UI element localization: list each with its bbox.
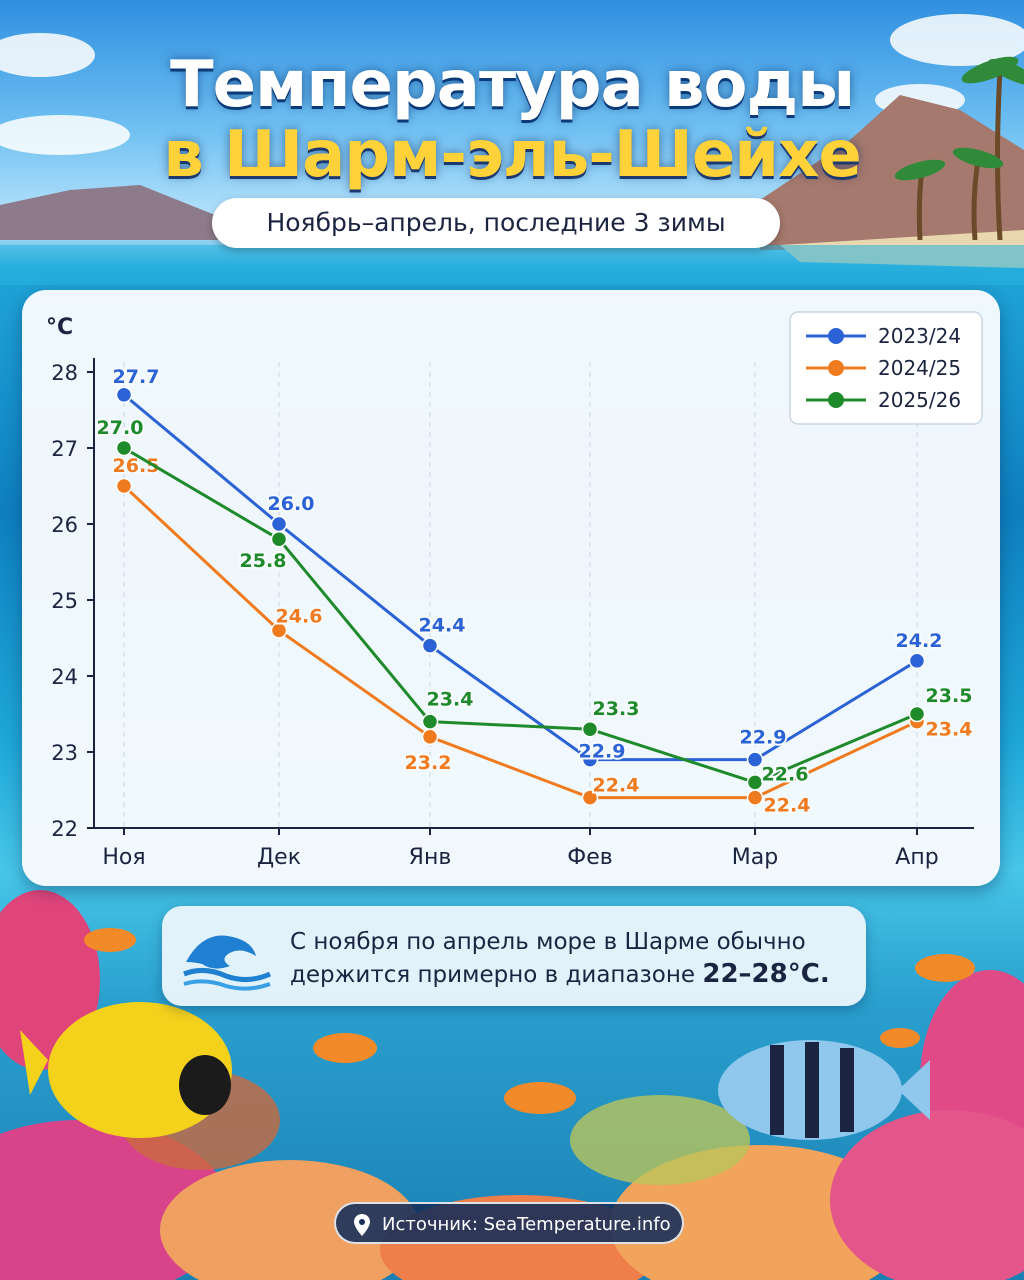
fish-orange	[84, 928, 975, 1114]
fish-striped	[718, 1040, 930, 1140]
data-label: 22.9	[579, 741, 626, 763]
sea-surface	[0, 245, 1024, 285]
series-2023/24: 27.7 26.0 24.4 22.9 22.9 24.2	[111, 364, 944, 768]
x-tick-label: Мар	[732, 845, 778, 870]
data-point	[746, 774, 764, 791]
series-line	[122, 484, 918, 800]
legend-label: 2025/26	[878, 388, 961, 412]
chart-series: 27.726.024.422.922.924.226.524.623.222.4…	[95, 364, 975, 819]
data-label: 24.4	[419, 615, 466, 637]
y-tick-label: 27	[51, 437, 78, 461]
subtitle-badge: Ноябрь–апрель, последние 3 зимы	[212, 198, 780, 248]
x-tick-label: Дек	[257, 845, 301, 870]
location-pin-icon	[354, 1214, 370, 1236]
legend-label: 2023/24	[878, 324, 961, 348]
data-point	[908, 705, 926, 723]
y-tick-label: 25	[51, 589, 78, 613]
y-tick-label: 26	[51, 513, 78, 537]
left-mountains	[0, 185, 240, 240]
data-label: 25.8	[240, 550, 287, 572]
page-title-line1: Температура воды	[169, 48, 855, 122]
data-label: 23.2	[405, 752, 452, 774]
data-point	[746, 789, 764, 806]
data-label: 26.0	[268, 493, 315, 515]
data-label: 22.4	[764, 795, 811, 817]
info-callout: С ноября по апрель море в Шарме обычно д…	[162, 906, 866, 1006]
y-tick-label: 23	[51, 741, 78, 765]
data-label: 24.6	[276, 605, 323, 627]
data-point	[746, 751, 764, 768]
chart-grid	[123, 362, 918, 828]
source-text: Источник: SeaTemperature.info	[382, 1214, 671, 1235]
data-point	[581, 720, 599, 738]
legend-marker	[828, 392, 844, 408]
data-point	[270, 530, 288, 548]
data-point	[421, 713, 439, 730]
chart-panel: °C 22 23 24 25 26 27 28 Ноя Дек Янв Фев Мар Апр 27.7 2…	[22, 290, 1000, 886]
data-label: 23.4	[926, 719, 973, 741]
coral-reef	[0, 890, 1024, 1280]
data-point	[115, 386, 133, 404]
callout-range: 22–28°C.	[702, 959, 830, 989]
data-label: 24.2	[896, 630, 943, 652]
data-point	[581, 751, 599, 768]
callout-line1: С ноября по апрель море в Шарме обычно	[290, 929, 806, 955]
x-tick-label: Ноя	[102, 845, 145, 870]
series-2025/26: 27.0 25.8 23.4 23.3 22.6 23.5	[95, 415, 974, 791]
series-line	[123, 393, 918, 762]
data-label: 23.5	[926, 685, 973, 707]
x-tick-label: Фев	[567, 845, 612, 870]
data-label: 22.6	[762, 763, 809, 785]
y-tick-label: 22	[51, 817, 78, 841]
data-label: 22.4	[593, 775, 640, 797]
legend-label: 2024/25	[878, 356, 961, 380]
x-tick-label: Янв	[409, 845, 452, 870]
y-tick-label: 24	[51, 665, 78, 689]
data-label: 27.7	[113, 366, 160, 388]
data-label: 23.4	[427, 689, 474, 711]
data-point	[421, 728, 439, 746]
page-title-line2: в Шарм-эль-Шейхе	[163, 118, 862, 192]
right-mountains	[760, 95, 1024, 250]
data-point	[115, 477, 133, 495]
data-point	[908, 652, 926, 670]
series-line	[123, 446, 918, 784]
data-label: 22.9	[740, 727, 787, 749]
data-point	[270, 622, 288, 639]
legend-marker	[828, 360, 844, 376]
data-label: 27.0	[97, 417, 144, 439]
data-point	[581, 789, 599, 806]
data-point	[115, 439, 133, 457]
data-label: 23.3	[593, 698, 640, 720]
data-point	[421, 637, 439, 654]
chart-axes: °C 22 23 24 25 26 27 28 Ноя Дек Янв Фев Мар Апр	[46, 315, 974, 870]
source-badge: Источник: SeaTemperature.info	[334, 1202, 684, 1244]
data-point	[270, 515, 288, 533]
callout-line2: держится примерно в диапазоне	[290, 962, 703, 988]
series-2024/25: 26.524.623.222.422.423.4	[111, 453, 975, 819]
x-tick-label: Апр	[895, 845, 938, 870]
wave-icon	[183, 935, 272, 991]
fish-yellow	[20, 1002, 232, 1138]
y-axis-unit: °C	[46, 315, 73, 340]
y-tick-label: 28	[51, 361, 78, 385]
chart-legend: 2023/24 2024/25 2025/26	[789, 311, 983, 425]
legend-marker	[828, 328, 844, 344]
callout-text: С ноября по апрель море в Шарме обычно д…	[290, 926, 860, 991]
